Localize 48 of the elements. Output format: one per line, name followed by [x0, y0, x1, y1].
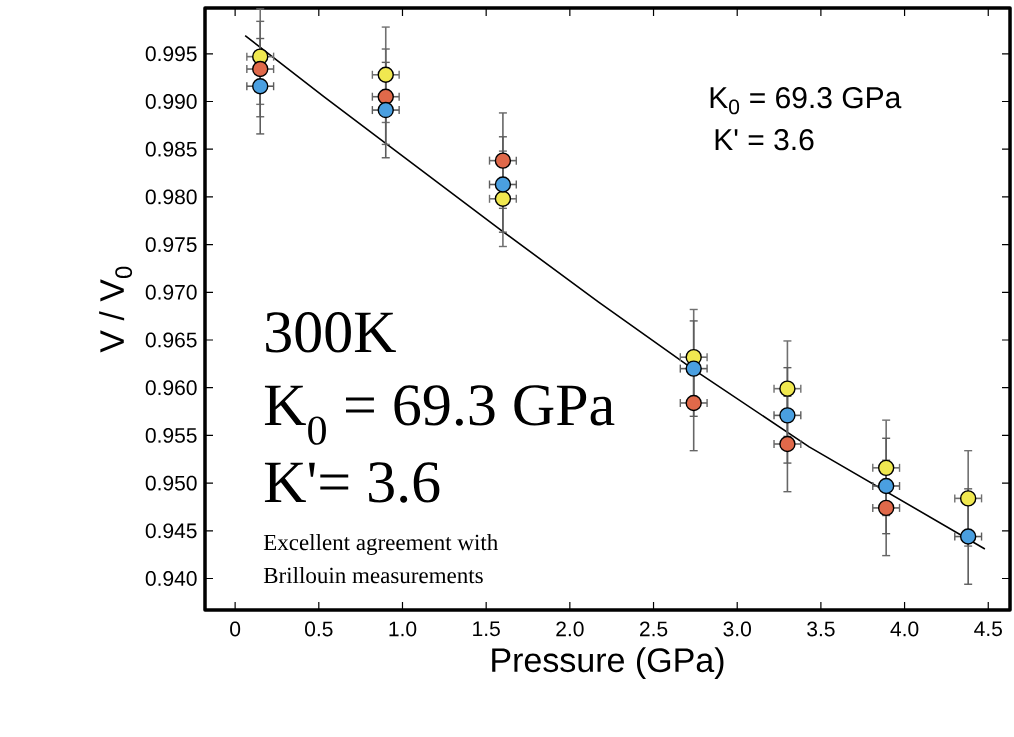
point	[779, 407, 796, 424]
x-tick-label: 4.5	[974, 621, 1002, 637]
x-tick-label: 2.5	[640, 621, 668, 637]
y-tick-label: 0.970	[145, 284, 197, 300]
point	[377, 66, 394, 83]
x-tick-label: 3.0	[723, 621, 751, 637]
point	[685, 394, 702, 412]
point	[959, 528, 977, 545]
y-axis-title: V / V$_{0}$	[99, 266, 133, 353]
y-tick-label: 0.940	[145, 571, 197, 586]
annotation: Brillouin measurements	[263, 567, 483, 584]
point	[494, 152, 512, 169]
point	[377, 101, 394, 119]
point	[494, 190, 512, 207]
y-tick-label: 0.980	[145, 189, 197, 205]
annotation: K$_{0}$ = 69.3 GPa	[264, 385, 615, 445]
point	[685, 360, 702, 377]
x-tick-label: 4.0	[890, 621, 919, 637]
point	[252, 78, 269, 95]
annotation: K'= 3.6	[264, 462, 440, 503]
annotation: 300K	[266, 312, 396, 353]
y-tick-label: 0.985	[145, 141, 197, 157]
point	[779, 435, 796, 453]
x-tick-label: 3.5	[807, 621, 835, 637]
y-tick-label: 0.955	[145, 427, 197, 443]
annotation: Excellent agreement with	[263, 534, 498, 555]
x-tick-label: 0	[230, 621, 241, 637]
y-tick-label: 0.945	[145, 523, 197, 539]
point	[959, 490, 977, 507]
y-tick-label: 0.975	[145, 237, 197, 253]
point	[877, 459, 895, 477]
point	[494, 176, 512, 193]
y-tick-label: 0.995	[145, 46, 197, 62]
point	[877, 477, 895, 495]
y-tick-label: 0.965	[145, 332, 197, 348]
x-axis-title: Pressure (GPa)	[492, 647, 724, 679]
x-tick-label: 1.0	[389, 621, 417, 637]
point	[252, 60, 269, 78]
x-tick-label: 0.5	[305, 621, 333, 637]
x-tick-label: 1.5	[473, 621, 500, 637]
x-tick-label: 2.0	[556, 621, 584, 637]
annotation: K' = 3.6	[715, 129, 814, 151]
y-tick-label: 0.960	[145, 380, 197, 396]
y-tick-label: 0.990	[145, 94, 197, 109]
annotation: K$_{0}$ = 69.3 GPa	[710, 87, 902, 115]
y-tick-label: 0.950	[145, 475, 197, 491]
point	[877, 499, 895, 517]
point	[779, 380, 796, 397]
